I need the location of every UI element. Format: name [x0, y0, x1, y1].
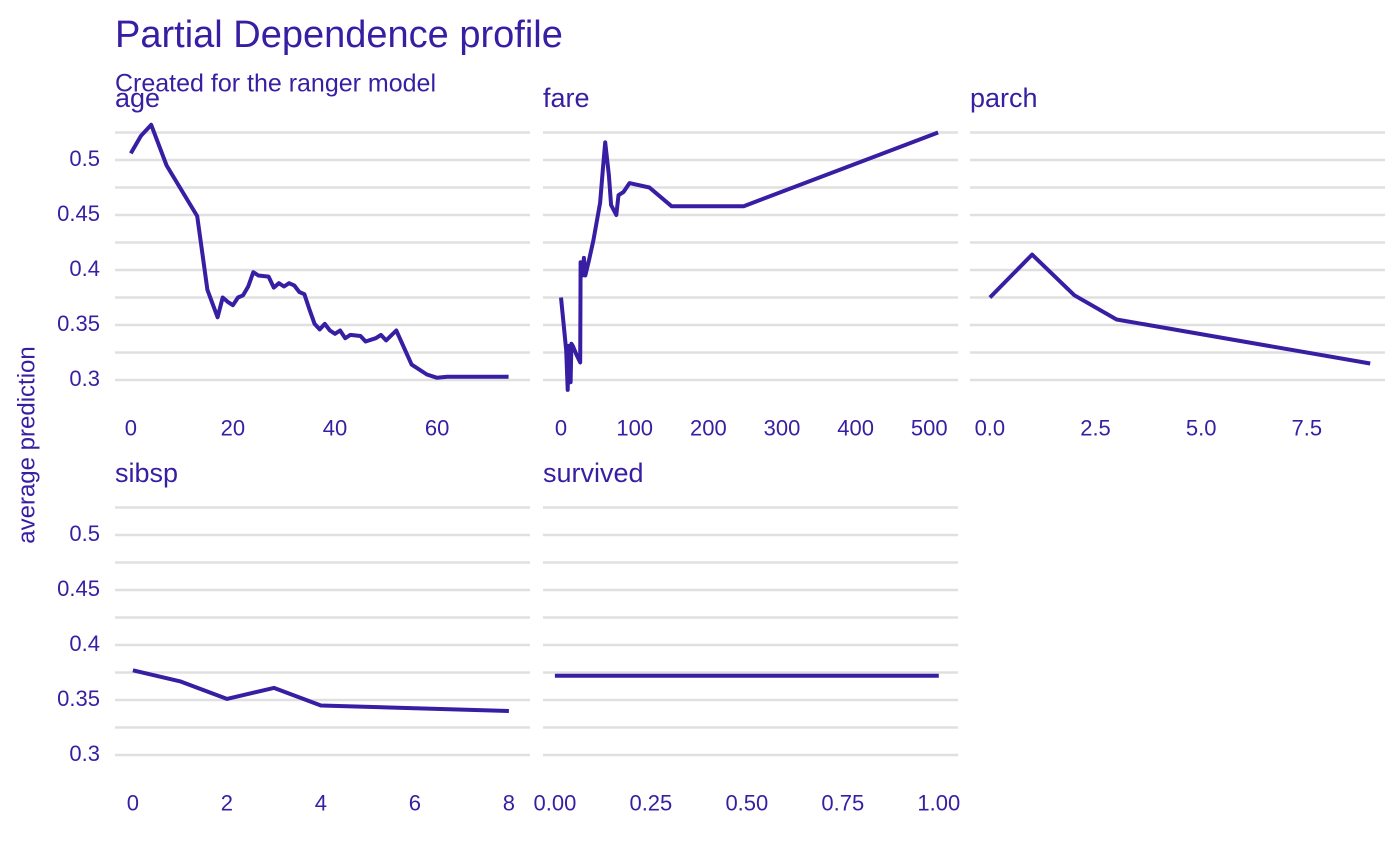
x-tick-label: 2: [221, 790, 233, 815]
chart-title: Partial Dependence profile: [115, 14, 563, 56]
x-tick-label: 2.5: [1080, 415, 1111, 440]
x-tick-label: 5.0: [1186, 415, 1217, 440]
panel-title: fare: [543, 83, 590, 113]
y-tick-label: 0.45: [57, 201, 100, 226]
panel-title: survived: [543, 458, 644, 488]
x-tick-label: 100: [616, 415, 653, 440]
x-tick-label: 200: [690, 415, 727, 440]
x-tick-label: 0.0: [975, 415, 1006, 440]
x-tick-label: 20: [221, 415, 245, 440]
profile-line: [132, 668, 509, 713]
panel-title: parch: [970, 83, 1038, 113]
x-tick-label: 6: [409, 790, 421, 815]
y-tick-label: 0.35: [57, 686, 100, 711]
y-tick-label: 0.35: [57, 311, 100, 336]
x-tick-label: 0.25: [629, 790, 672, 815]
profile-line: [129, 122, 509, 380]
x-tick-label: 4: [315, 790, 327, 815]
x-tick-label: 7.5: [1292, 415, 1323, 440]
panel-title: age: [115, 83, 160, 113]
x-tick-label: 400: [837, 415, 874, 440]
x-tick-label: 0: [555, 415, 567, 440]
y-axis-label: average prediction: [13, 346, 40, 543]
x-tick-label: 60: [425, 415, 449, 440]
x-tick-label: 0: [125, 415, 137, 440]
x-tick-label: 8: [503, 790, 515, 815]
y-tick-label: 0.45: [57, 576, 100, 601]
y-tick-label: 0.4: [69, 631, 100, 656]
y-tick-label: 0.5: [69, 521, 100, 546]
y-tick-label: 0.5: [69, 146, 100, 171]
x-tick-label: 0.50: [725, 790, 768, 815]
profile-line: [559, 130, 939, 392]
profile-line: [988, 252, 1371, 366]
x-tick-label: 500: [911, 415, 948, 440]
chart-subtitle: Created for the ranger model: [115, 70, 436, 98]
x-tick-label: 0.00: [533, 790, 576, 815]
x-tick-label: 300: [764, 415, 801, 440]
x-tick-label: 0: [127, 790, 139, 815]
x-tick-label: 1.00: [917, 790, 960, 815]
y-tick-label: 0.3: [69, 741, 100, 766]
x-tick-label: 0.75: [821, 790, 864, 815]
y-tick-label: 0.3: [69, 366, 100, 391]
panel-title: sibsp: [115, 458, 178, 488]
x-tick-label: 40: [323, 415, 347, 440]
y-tick-label: 0.4: [69, 256, 100, 281]
